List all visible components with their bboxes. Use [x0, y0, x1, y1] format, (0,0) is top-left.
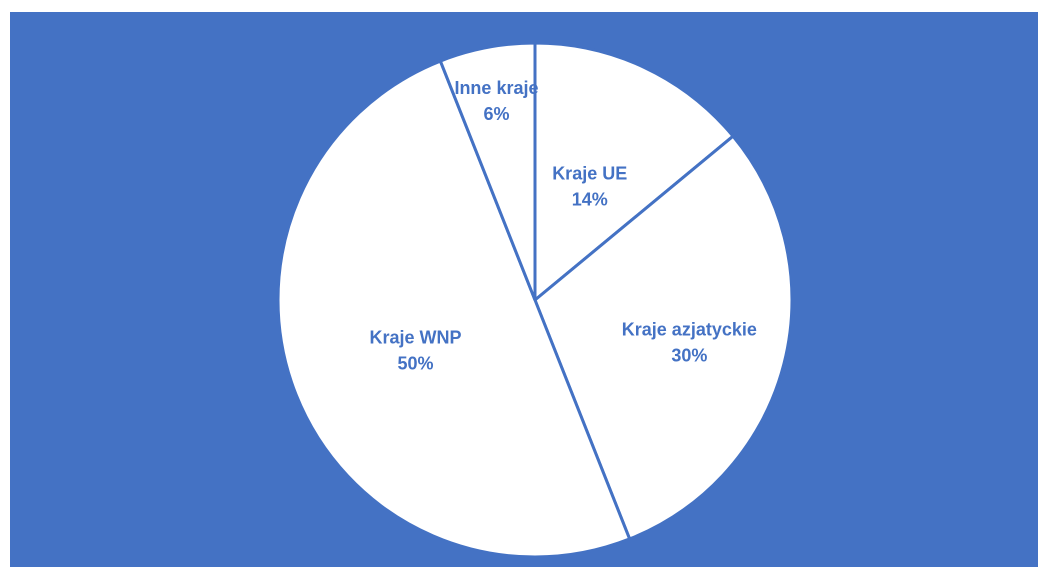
- slice-value-label: 50%: [398, 353, 434, 373]
- slice-category-label: Kraje WNP: [370, 327, 462, 347]
- slice-category-label: Kraje UE: [552, 164, 627, 184]
- slice-label-kraje-ue: Kraje UE 14%: [552, 164, 627, 210]
- slice-value-label: 6%: [483, 104, 509, 124]
- pie-slice-kraje-ue: [533, 41, 735, 302]
- pie-labels: Kraje UE 14% Kraje azjatyckie 30% Kraje WNP 5…: [370, 78, 757, 373]
- chart-area: Kraje UE 14% Kraje azjatyckie 30% Kraje WNP 5…: [10, 12, 1038, 567]
- pie-slices: [276, 41, 794, 559]
- slice-category-label: Inne kraje: [454, 78, 538, 98]
- slice-label-inne-kraje: Inne kraje 6%: [454, 78, 538, 124]
- slice-category-label: Kraje azjatyckie: [622, 320, 757, 340]
- slice-value-label: 14%: [572, 190, 608, 210]
- pie-slice-inne-kraje: [438, 41, 537, 302]
- pie-slice-kraje-wnp: [276, 59, 632, 559]
- slice-label-kraje-wnp: Kraje WNP 50%: [370, 327, 462, 373]
- pie-chart: Kraje UE 14% Kraje azjatyckie 30% Kraje WNP 5…: [276, 41, 794, 559]
- slice-label-kraje-azjatyckie: Kraje azjatyckie 30%: [622, 320, 757, 366]
- slice-value-label: 30%: [671, 346, 707, 366]
- pie-slice-kraje-azjatyckie: [533, 134, 794, 541]
